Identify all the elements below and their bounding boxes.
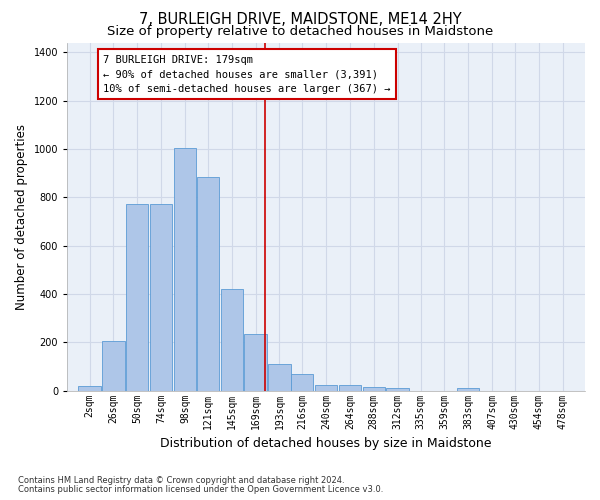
Bar	[174, 148, 196, 390]
Text: 7, BURLEIGH DRIVE, MAIDSTONE, ME14 2HY: 7, BURLEIGH DRIVE, MAIDSTONE, ME14 2HY	[139, 12, 461, 28]
Y-axis label: Number of detached properties: Number of detached properties	[15, 124, 28, 310]
Bar	[197, 176, 219, 390]
Bar	[339, 386, 361, 390]
Text: Size of property relative to detached houses in Maidstone: Size of property relative to detached ho…	[107, 25, 493, 38]
Bar	[126, 204, 148, 390]
Text: Contains public sector information licensed under the Open Government Licence v3: Contains public sector information licen…	[18, 485, 383, 494]
Bar	[386, 388, 409, 390]
Bar	[221, 289, 243, 390]
Bar	[315, 384, 337, 390]
Text: 7 BURLEIGH DRIVE: 179sqm
← 90% of detached houses are smaller (3,391)
10% of sem: 7 BURLEIGH DRIVE: 179sqm ← 90% of detach…	[103, 54, 391, 94]
Text: Contains HM Land Registry data © Crown copyright and database right 2024.: Contains HM Land Registry data © Crown c…	[18, 476, 344, 485]
Bar	[362, 387, 385, 390]
Bar	[150, 204, 172, 390]
Bar	[102, 341, 125, 390]
Bar	[79, 386, 101, 390]
Bar	[268, 364, 290, 390]
X-axis label: Distribution of detached houses by size in Maidstone: Distribution of detached houses by size …	[160, 437, 492, 450]
Bar	[244, 334, 267, 390]
Bar	[291, 374, 313, 390]
Bar	[457, 388, 479, 390]
